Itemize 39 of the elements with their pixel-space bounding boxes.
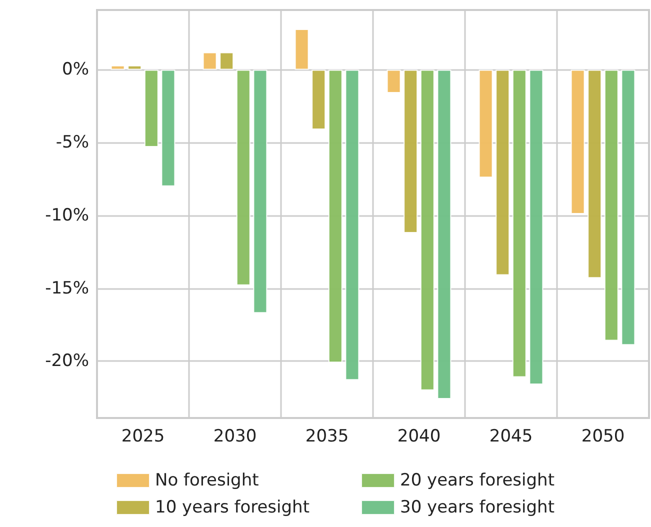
x-tick-label: 2040 bbox=[397, 426, 441, 446]
bar bbox=[478, 70, 493, 178]
bar bbox=[202, 52, 217, 70]
bar bbox=[386, 70, 401, 94]
y-tick-label: 0% bbox=[62, 60, 89, 80]
bar bbox=[220, 52, 234, 70]
bar bbox=[110, 65, 125, 70]
bar bbox=[236, 70, 250, 286]
legend-label: 10 years foresight bbox=[155, 498, 310, 518]
y-tick-label: -5% bbox=[56, 132, 89, 153]
bar bbox=[404, 70, 418, 233]
bar bbox=[161, 70, 176, 186]
bar bbox=[588, 70, 602, 278]
legend-label: 30 years foresight bbox=[400, 498, 555, 518]
x-tick-label: 2045 bbox=[489, 426, 533, 446]
y-tick-label: -20% bbox=[45, 351, 89, 372]
bar bbox=[512, 70, 526, 378]
x-tick-label: 2050 bbox=[581, 426, 625, 446]
bar bbox=[128, 65, 142, 70]
bar bbox=[312, 70, 326, 130]
x-tick-label: 2030 bbox=[213, 426, 257, 446]
bar bbox=[496, 70, 510, 276]
x-tick-label: 2025 bbox=[121, 426, 165, 446]
bar bbox=[437, 70, 452, 400]
bar bbox=[420, 70, 434, 390]
y-tick-label: -10% bbox=[45, 205, 89, 226]
x-tick-label: 2035 bbox=[305, 426, 349, 446]
bar bbox=[570, 70, 585, 214]
bar bbox=[345, 70, 360, 380]
bar bbox=[294, 28, 309, 70]
bar bbox=[144, 70, 158, 147]
bar bbox=[328, 70, 342, 363]
bar bbox=[604, 70, 618, 341]
bar bbox=[621, 70, 636, 346]
legend-label: 20 years foresight bbox=[400, 470, 555, 490]
bar bbox=[253, 70, 268, 314]
y-tick-label: -15% bbox=[45, 278, 89, 298]
legend-label: No foresight bbox=[155, 470, 260, 490]
bar bbox=[529, 70, 544, 384]
